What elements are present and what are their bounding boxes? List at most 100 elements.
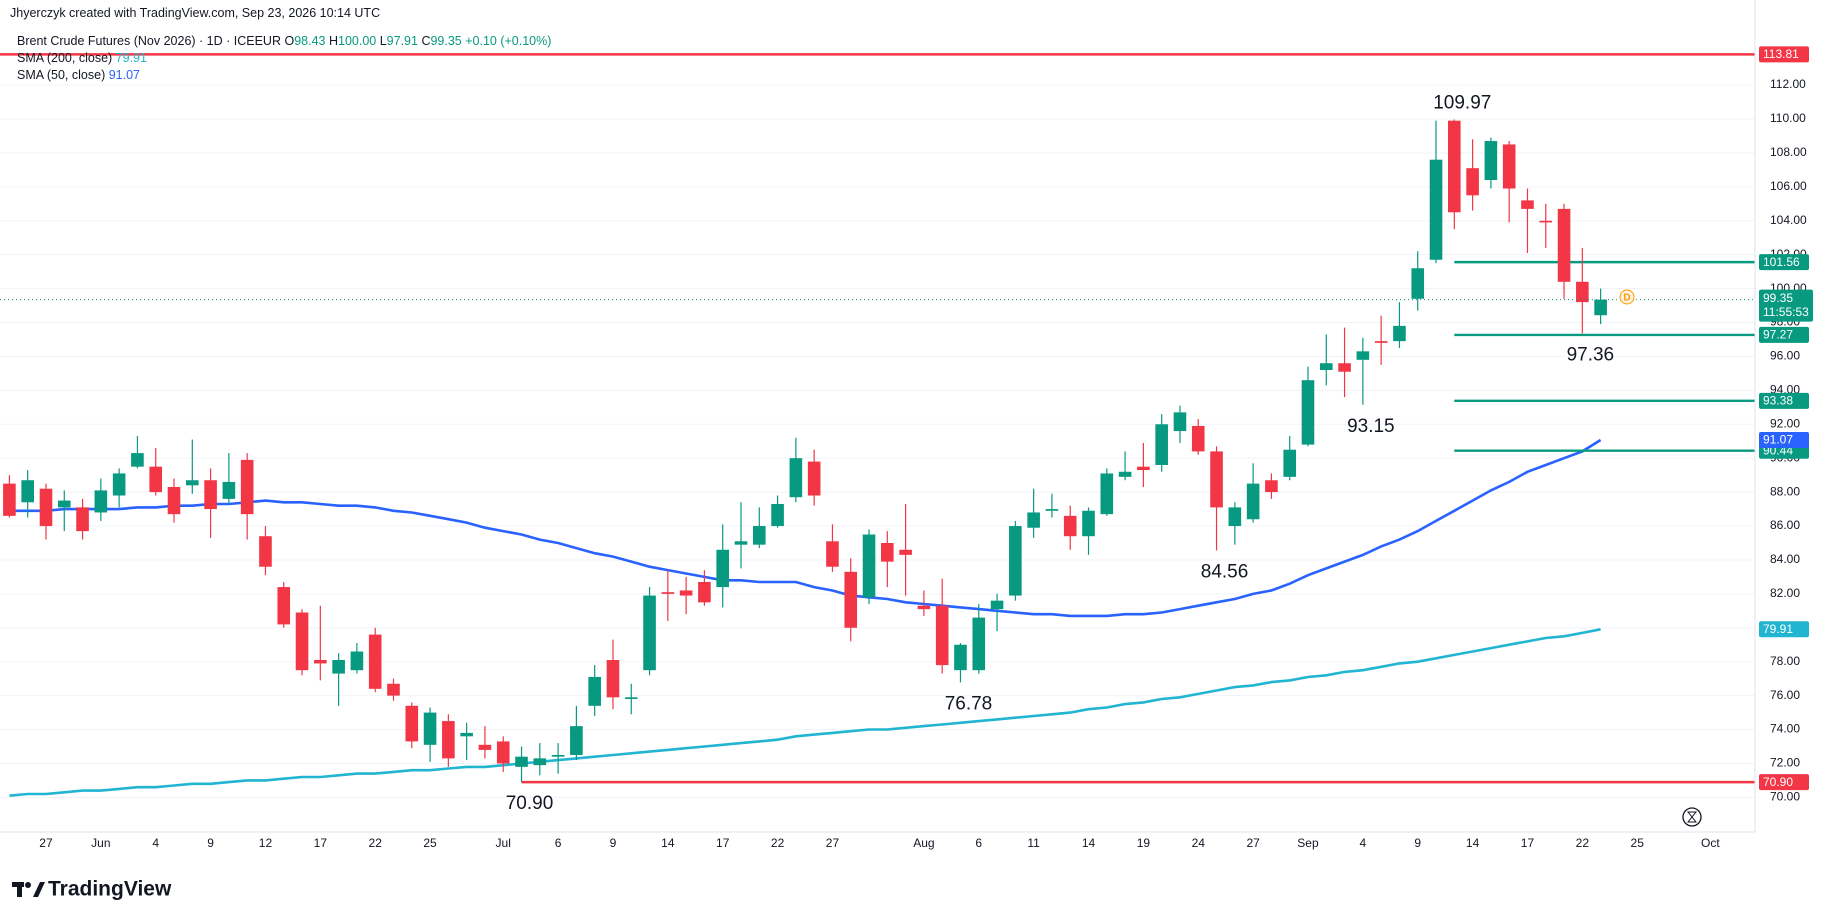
ohlc-key: L bbox=[379, 34, 387, 48]
y-tick-label: 86.00 bbox=[1770, 518, 1800, 532]
symbol: Brent Crude Futures (Nov 2026) · 1D · IC… bbox=[17, 34, 281, 48]
sma-label: 91.07 bbox=[1763, 433, 1793, 447]
sma-name: SMA (50, close) bbox=[17, 68, 106, 82]
candle-body bbox=[1594, 299, 1607, 316]
candle-body bbox=[149, 466, 163, 493]
candle-body bbox=[496, 741, 510, 764]
candle-body bbox=[1228, 507, 1242, 527]
ohlc-key: C bbox=[421, 34, 431, 48]
level-label: 113.81 bbox=[1763, 47, 1799, 61]
price-axis: 70.0072.0074.0076.0078.0080.0082.0084.00… bbox=[1759, 46, 1813, 804]
ohlc-key: O bbox=[284, 34, 295, 48]
x-tick-label: 25 bbox=[423, 836, 437, 850]
x-tick-label: 17 bbox=[1521, 836, 1535, 850]
legend-row: Brent Crude Futures (Nov 2026) · 1D · IC… bbox=[17, 34, 551, 48]
candle-body bbox=[1009, 526, 1022, 596]
candle-body bbox=[1319, 363, 1333, 370]
x-tick-label: 27 bbox=[826, 836, 840, 850]
candle-body bbox=[167, 487, 181, 515]
annotation: 70.90 bbox=[506, 793, 554, 814]
x-tick-label: 14 bbox=[1082, 836, 1096, 850]
candle-body bbox=[734, 541, 748, 545]
candle-body bbox=[1557, 208, 1571, 282]
candle-body bbox=[1356, 351, 1370, 360]
candle-body bbox=[826, 541, 839, 567]
candle-body bbox=[1393, 325, 1406, 342]
candle-body bbox=[1374, 341, 1388, 343]
candle-body bbox=[186, 480, 199, 486]
annotation: 76.78 bbox=[945, 693, 993, 714]
x-tick-label: 6 bbox=[975, 836, 982, 850]
candle-body bbox=[643, 595, 656, 671]
candle-body bbox=[368, 634, 382, 689]
candle-body bbox=[899, 549, 912, 555]
y-tick-label: 70.00 bbox=[1770, 790, 1800, 804]
candle-body bbox=[1484, 141, 1498, 181]
candle-body bbox=[112, 473, 126, 496]
candle-body bbox=[1082, 510, 1095, 537]
candle-body bbox=[1466, 168, 1479, 196]
change: +0.10 (+0.10%) bbox=[465, 34, 552, 48]
candle-body bbox=[1429, 159, 1443, 260]
plot-area: 109.97 97.36 93.15 84.56 76.78 70.90 bbox=[0, 53, 1755, 814]
sma-box bbox=[1759, 432, 1809, 449]
candle-body bbox=[1576, 281, 1589, 303]
candle-body bbox=[259, 536, 272, 567]
ohlc-value: 97.91 bbox=[386, 34, 418, 48]
ohlc-value: 100.00 bbox=[338, 34, 377, 48]
candle-body bbox=[350, 651, 364, 671]
sma-line bbox=[9, 438, 1602, 618]
candle-body bbox=[606, 660, 620, 698]
candle-body bbox=[752, 526, 766, 545]
y-tick-label: 104.00 bbox=[1770, 213, 1807, 227]
ohlc-value: 98.43 bbox=[294, 34, 326, 48]
level-box bbox=[1759, 392, 1809, 409]
replay-icon bbox=[1682, 807, 1702, 827]
y-tick-label: 92.00 bbox=[1770, 416, 1800, 430]
y-tick-label: 108.00 bbox=[1770, 145, 1807, 159]
annotation: 93.15 bbox=[1347, 416, 1395, 437]
candle-body bbox=[94, 490, 108, 513]
candle-body bbox=[862, 534, 876, 598]
x-tick-label: Oct bbox=[1701, 836, 1720, 850]
level-label: 97.27 bbox=[1763, 328, 1793, 342]
candle-body bbox=[332, 660, 345, 674]
candle-body bbox=[1063, 515, 1077, 537]
y-tick-label: 82.00 bbox=[1770, 586, 1800, 600]
candle-body bbox=[3, 483, 16, 516]
x-tick-label: 25 bbox=[1631, 836, 1645, 850]
candle-body bbox=[460, 732, 473, 737]
candle-body bbox=[1027, 512, 1040, 528]
y-tick-label: 78.00 bbox=[1770, 654, 1800, 668]
brand-logo bbox=[12, 882, 45, 897]
candle-body bbox=[1502, 144, 1516, 189]
candle-body bbox=[1539, 220, 1553, 223]
x-tick-label: 4 bbox=[152, 836, 159, 850]
candle-body bbox=[1301, 380, 1315, 445]
x-tick-label: 11 bbox=[1027, 836, 1040, 850]
candle-body bbox=[807, 461, 821, 496]
candle-body bbox=[57, 500, 71, 508]
x-tick-label: Sep bbox=[1297, 836, 1319, 850]
candle-body bbox=[1521, 200, 1534, 209]
candle-body bbox=[442, 721, 455, 759]
candle-body bbox=[1191, 425, 1205, 452]
level-box bbox=[1759, 774, 1809, 791]
sma-line bbox=[9, 628, 1601, 797]
x-tick-label: 9 bbox=[1414, 836, 1421, 850]
price-label: 99.35 bbox=[1763, 291, 1793, 305]
sma-value: 79.91 bbox=[115, 51, 147, 65]
y-tick-label: 106.00 bbox=[1770, 179, 1807, 193]
candle-body bbox=[679, 590, 693, 596]
credit: Jhyerczyk created with TradingView.com, … bbox=[10, 6, 381, 20]
candle-body bbox=[954, 644, 967, 671]
level-box bbox=[1759, 326, 1809, 343]
ohlc: O98.43 H100.00 L97.91 C99.35 +0.10 (+0.1… bbox=[284, 34, 551, 48]
candle-body bbox=[1448, 120, 1461, 213]
candle-body bbox=[881, 542, 894, 562]
level-label: 93.38 bbox=[1763, 394, 1793, 408]
x-tick-label: 27 bbox=[39, 836, 53, 850]
candle-body bbox=[551, 754, 565, 757]
candle-body bbox=[204, 480, 217, 510]
